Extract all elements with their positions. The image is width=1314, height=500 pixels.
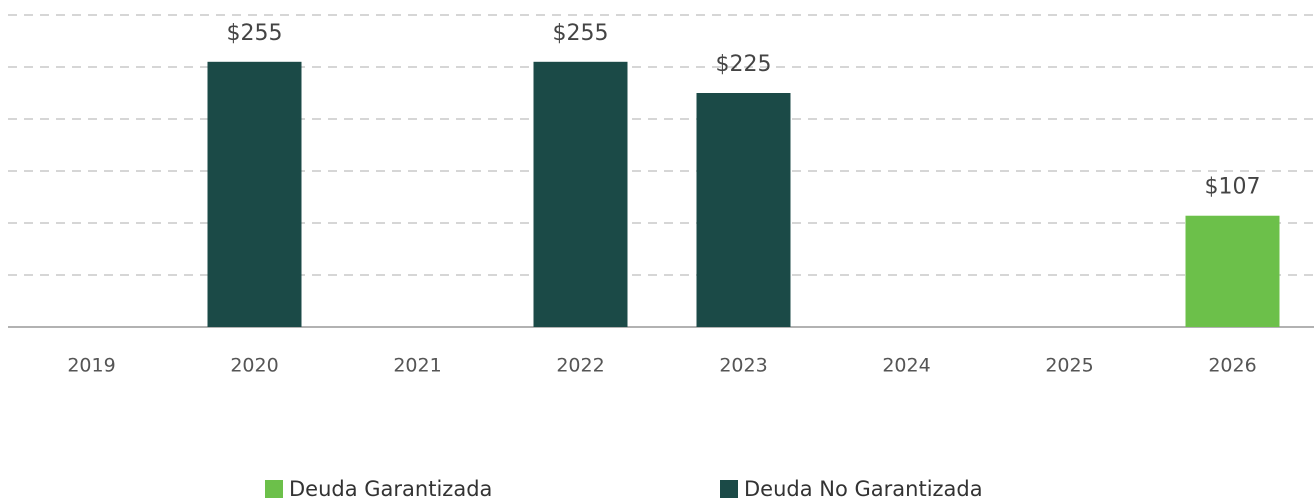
x-tick-label: 2025 bbox=[1045, 355, 1093, 377]
value-label: $255 bbox=[227, 21, 283, 46]
legend-swatch bbox=[265, 480, 283, 498]
x-tick-label: 2023 bbox=[719, 355, 767, 377]
x-tick-label: 2022 bbox=[556, 355, 604, 377]
bar bbox=[207, 61, 302, 328]
x-tick-label: 2019 bbox=[67, 355, 115, 377]
value-label: $225 bbox=[716, 52, 772, 77]
bar bbox=[696, 93, 791, 327]
legend-label: Deuda No Garantizada bbox=[744, 477, 983, 500]
value-label: $107 bbox=[1205, 175, 1261, 200]
bar bbox=[1185, 215, 1280, 327]
legend-swatch bbox=[720, 480, 738, 498]
legend-label: Deuda Garantizada bbox=[289, 477, 492, 500]
x-tick-label: 2024 bbox=[882, 355, 930, 377]
value-label: $255 bbox=[553, 21, 609, 46]
x-tick-label: 2020 bbox=[230, 355, 278, 377]
x-tick-label: 2026 bbox=[1208, 355, 1256, 377]
x-tick-label: 2021 bbox=[393, 355, 441, 377]
bar bbox=[533, 61, 628, 328]
